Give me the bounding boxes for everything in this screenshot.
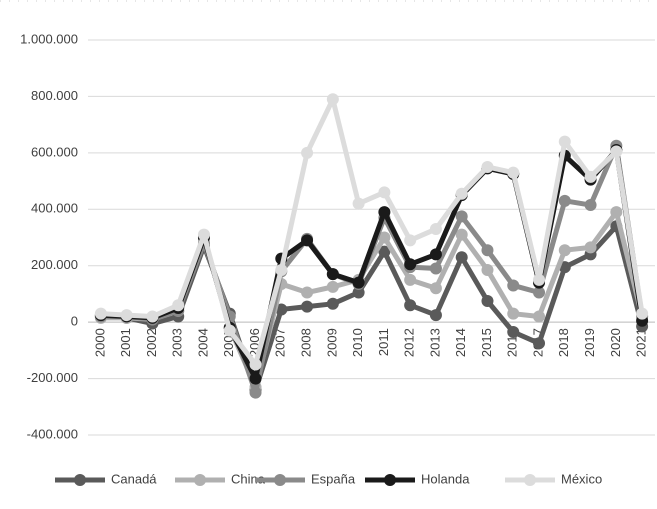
y-tick-label: 1.000.000 [20,31,78,46]
marker [301,300,314,313]
marker [558,135,571,148]
x-tick-label: 2013 [427,328,442,357]
legend-label: México [561,471,602,486]
marker [481,294,494,307]
legend-marker [524,474,536,486]
x-tick-label: 2010 [350,328,365,357]
marker [404,258,417,271]
marker [584,241,597,254]
legend-label: España [311,471,356,486]
x-tick-label: 2007 [273,328,288,357]
marker [326,268,339,281]
y-tick-label: -200.000 [27,370,78,385]
marker [326,93,339,106]
marker [404,234,417,247]
marker [378,245,391,258]
marker [429,248,442,261]
y-tick-label: -400.000 [27,426,78,441]
marker [429,309,442,322]
marker [455,210,468,223]
x-tick-label: 2019 [582,328,597,357]
marker [610,145,623,158]
marker [455,251,468,264]
x-tick-label: 2011 [376,328,391,356]
marker [378,206,391,219]
marker [249,372,262,385]
marker [197,228,210,241]
marker [352,286,365,299]
y-tick-label: 0 [71,314,78,329]
legend-marker [274,474,286,486]
marker [455,187,468,200]
legend-marker [74,474,86,486]
legend-label: China [231,471,266,486]
marker [507,326,520,339]
x-tick-label: 2009 [324,328,339,357]
marker [352,276,365,289]
marker [378,231,391,244]
legend-marker [384,474,396,486]
marker [352,197,365,210]
x-tick-label: 2001 [118,328,133,357]
marker [275,263,288,276]
marker [429,282,442,295]
x-tick-label: 2021 [634,328,649,357]
x-tick-label: 2002 [144,328,159,357]
marker [249,386,262,399]
y-tick-label: 600.000 [31,144,78,159]
marker [610,206,623,219]
marker [249,358,262,371]
x-tick-label: 2008 [299,328,314,357]
marker [533,286,546,299]
marker [404,299,417,312]
marker [429,223,442,236]
marker [120,309,133,322]
x-tick-label: 2003 [170,328,185,357]
legend-label: Holanda [421,471,470,486]
marker [533,273,546,286]
marker [301,234,314,247]
marker [507,307,520,320]
marker [533,310,546,323]
legend-marker [194,474,206,486]
y-tick-label: 400.000 [31,201,78,216]
marker [275,303,288,316]
marker [481,244,494,257]
marker [378,186,391,199]
marker [94,307,107,320]
y-tick-label: 800.000 [31,88,78,103]
x-tick-label: 2020 [608,328,623,357]
marker [455,228,468,241]
marker [301,286,314,299]
marker [172,299,185,312]
x-tick-label: 2000 [92,328,107,357]
y-tick-label: 200.000 [31,257,78,272]
marker [507,166,520,179]
marker [558,194,571,207]
x-tick-label: 2018 [556,328,571,357]
marker [481,160,494,173]
marker [326,280,339,293]
marker [301,146,314,159]
marker [584,170,597,183]
marker [533,337,546,350]
x-tick-label: 2004 [195,328,210,357]
marker [146,310,159,323]
marker [507,279,520,292]
x-tick-label: 2014 [453,328,468,357]
marker [326,297,339,310]
x-tick-label: 2015 [479,328,494,357]
legend-label: Canadá [111,471,157,486]
marker [429,262,442,275]
marker [404,273,417,286]
marker [636,307,649,320]
marker [584,199,597,212]
series-line [100,96,645,367]
marker [481,263,494,276]
marker [223,324,236,337]
x-tick-label: 2012 [402,328,417,357]
marker [558,244,571,257]
